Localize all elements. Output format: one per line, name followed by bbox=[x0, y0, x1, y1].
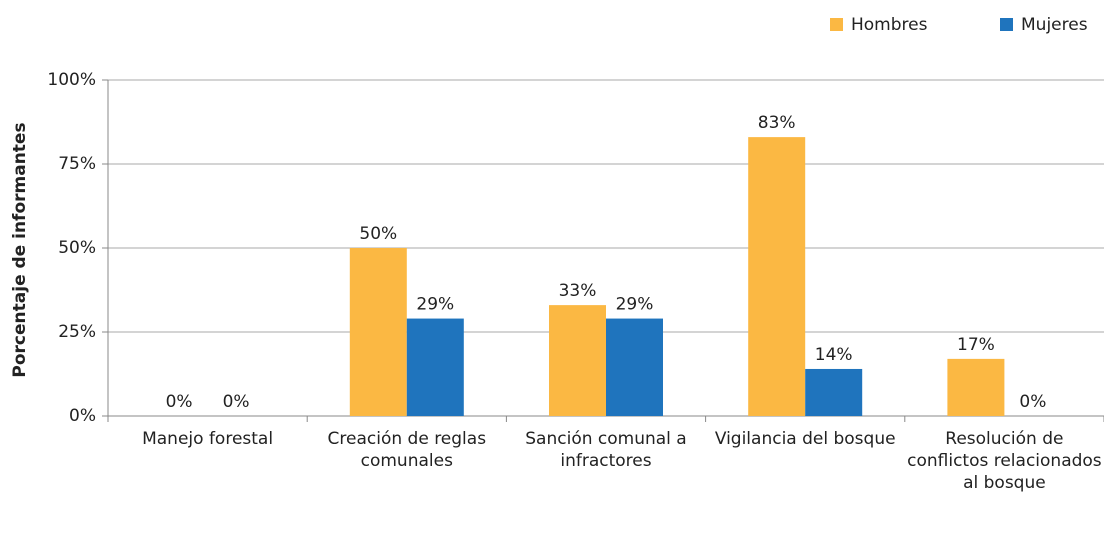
x-tick-label: Resolución de conflictos relacionados al… bbox=[907, 429, 1102, 493]
y-tick-label: 25% bbox=[58, 322, 96, 342]
legend-swatch bbox=[830, 18, 843, 31]
bar bbox=[406, 318, 464, 416]
value-label: 33% bbox=[559, 281, 597, 301]
legend-label: Hombres bbox=[851, 15, 928, 35]
value-label: 29% bbox=[616, 295, 654, 315]
y-tick-label: 100% bbox=[47, 70, 96, 90]
value-label: 83% bbox=[758, 113, 796, 133]
y-tick-label: 50% bbox=[58, 238, 96, 258]
legend-label: Mujeres bbox=[1021, 15, 1088, 35]
value-label: 0% bbox=[223, 392, 250, 412]
y-axis-label: Porcentaje de informantes bbox=[10, 122, 30, 377]
x-tick-label: Vigilancia del bosque bbox=[714, 429, 896, 449]
y-tick-label: 0% bbox=[69, 406, 96, 426]
bar bbox=[748, 137, 806, 416]
bar bbox=[805, 368, 863, 416]
value-label: 50% bbox=[359, 224, 397, 244]
value-label: 14% bbox=[815, 345, 853, 365]
value-label: 0% bbox=[1019, 392, 1046, 412]
x-tick-label: Manejo forestal bbox=[142, 429, 274, 449]
x-tick-label: Sanción comunal a infractores bbox=[525, 429, 687, 471]
bar bbox=[549, 305, 606, 416]
value-label: 0% bbox=[166, 392, 193, 412]
value-label: 17% bbox=[957, 335, 995, 355]
value-label: 29% bbox=[416, 295, 454, 315]
bar bbox=[606, 318, 663, 416]
bar bbox=[349, 248, 407, 416]
x-tick-label: Creación de reglas comunales bbox=[327, 429, 487, 471]
y-tick-label: 75% bbox=[58, 154, 96, 174]
legend-swatch bbox=[1000, 18, 1013, 31]
bar bbox=[947, 358, 1005, 416]
